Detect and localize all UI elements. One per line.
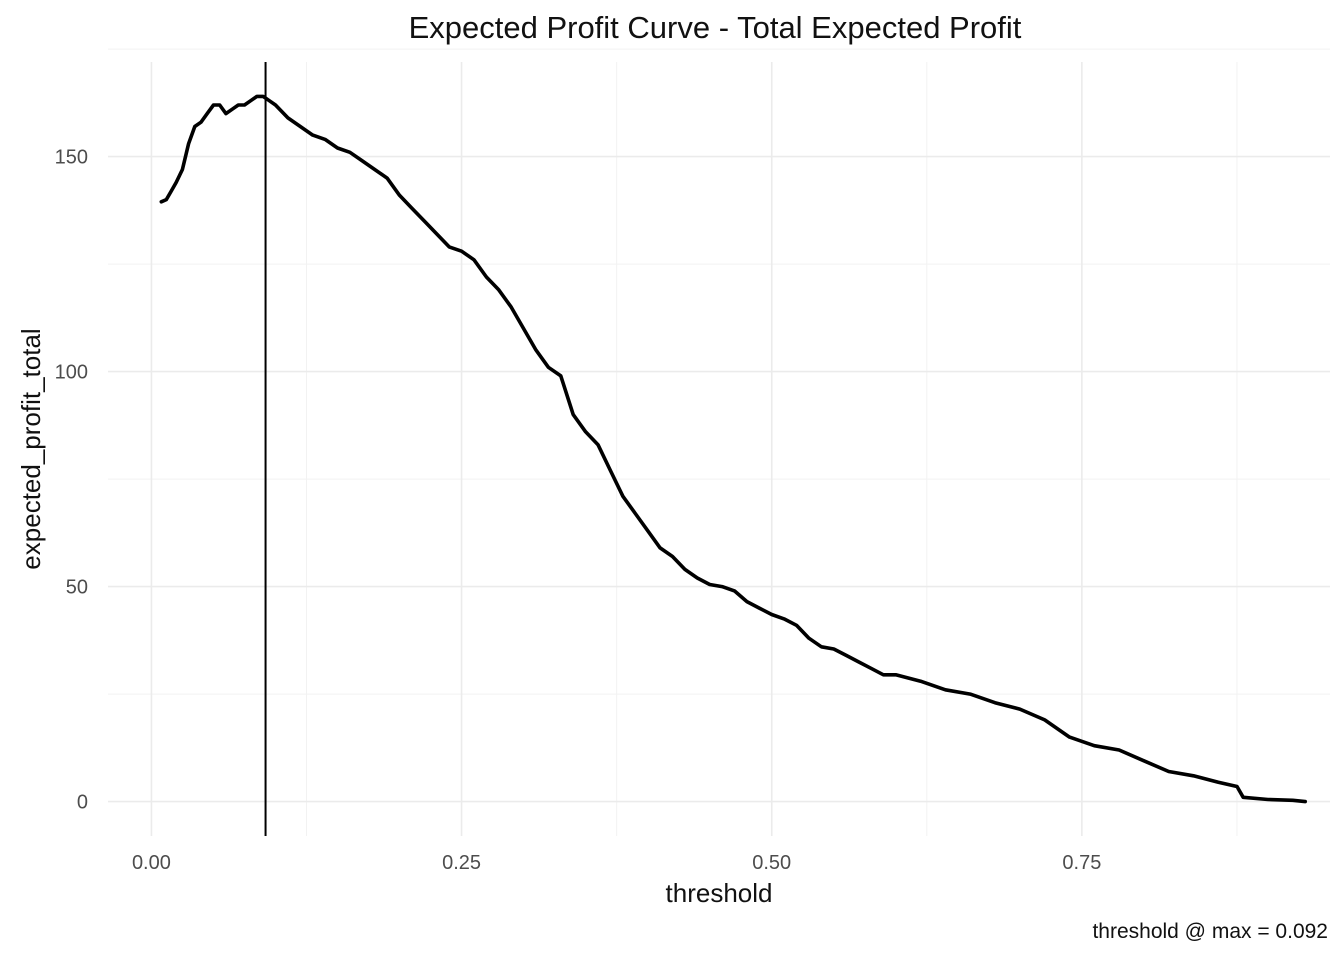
y-tick-label: 50 [66,577,88,599]
x-tick-label: 0.75 [1062,852,1101,874]
expected-profit-line [159,94,1307,804]
y-axis-title: expected_profit_total [16,328,46,569]
y-tick-label: 100 [55,362,88,384]
chart-title: Expected Profit Curve - Total Expected P… [408,10,1022,45]
major-grid [108,62,1330,836]
y-tick-label: 150 [55,147,88,169]
x-axis-ticks: 0.00 0.25 0.50 0.75 [132,852,1101,874]
minor-grid [108,48,1330,836]
y-axis-ticks: 0 50 100 150 [55,147,88,814]
x-tick-label: 0.50 [752,852,791,874]
y-tick-label: 0 [77,792,88,814]
x-tick-label: 0.25 [442,852,481,874]
threshold-max-caption: threshold @ max = 0.092 [1092,920,1328,943]
x-axis-title: threshold [666,878,773,908]
x-tick-label: 0.00 [132,852,171,874]
